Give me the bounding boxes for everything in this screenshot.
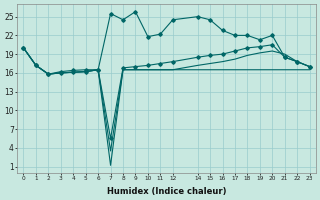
X-axis label: Humidex (Indice chaleur): Humidex (Indice chaleur) bbox=[107, 187, 226, 196]
